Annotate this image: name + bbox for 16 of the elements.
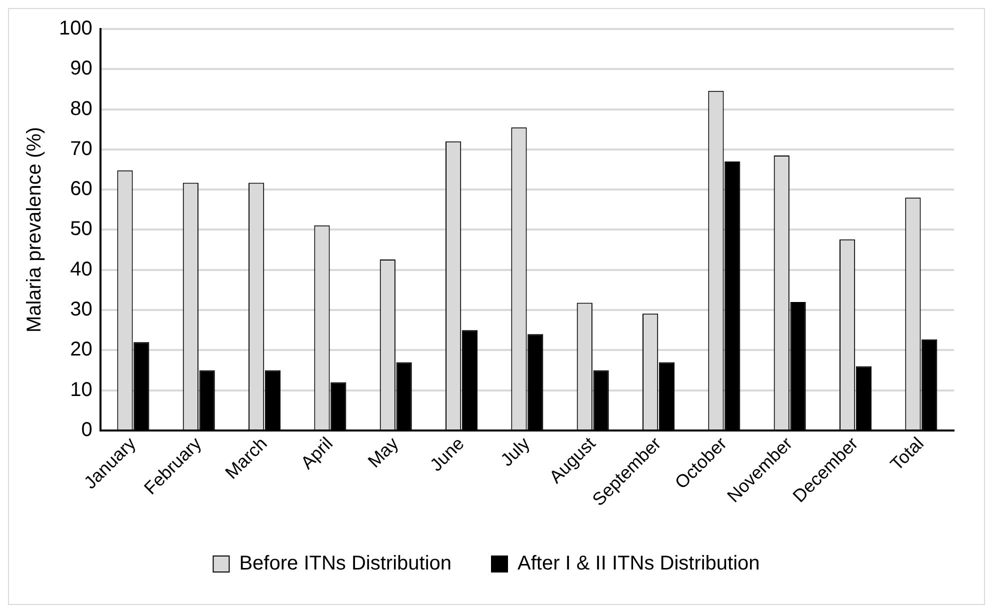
y-tick-label: 60	[70, 178, 92, 200]
y-tick-label: 10	[70, 378, 92, 401]
x-tick-label: July	[496, 433, 534, 470]
legend-label: After I & II ITNs Distribution	[518, 552, 760, 575]
y-axis-title: Malaria prevalence (%)	[24, 126, 46, 333]
y-tick-label: 40	[70, 258, 92, 280]
y-tick-label: 20	[70, 338, 92, 361]
y-tick-label: 30	[70, 298, 92, 321]
y-tick-label: 100	[58, 18, 92, 40]
y-tick-label: 90	[70, 58, 92, 80]
y-tick-label: 0	[81, 418, 92, 441]
y-tick-label: 80	[70, 98, 92, 120]
x-tick-label: May	[364, 433, 402, 472]
legend-label: Before ITNs Distribution	[239, 552, 452, 575]
y-tick-label: 50	[70, 218, 92, 240]
y-tick-label: 70	[70, 138, 92, 160]
